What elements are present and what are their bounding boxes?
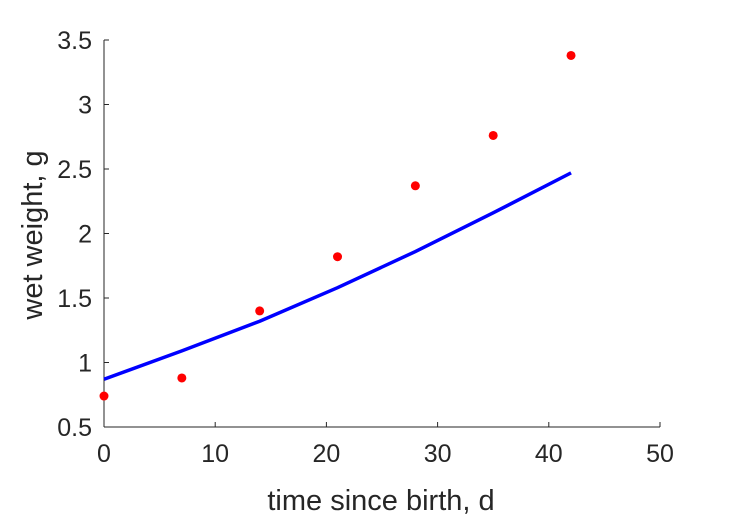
data-point	[488, 130, 498, 140]
data-point	[333, 252, 343, 262]
data-point	[566, 50, 576, 60]
x-axis-label: time since birth, d	[267, 485, 494, 517]
y-tick-label: 3	[78, 92, 92, 120]
x-tick-label: 10	[201, 440, 229, 468]
y-tick-label: 1.5	[57, 285, 92, 313]
x-axis-ticks: 0 10 20 30 40 50	[97, 422, 674, 468]
x-tick-label: 0	[97, 440, 111, 468]
x-tick-label: 40	[535, 440, 563, 468]
fit-curve	[103, 171, 572, 381]
y-axis-ticks: 0.5 1 1.5 2 2.5 3 3.5	[57, 27, 109, 442]
series-layer	[99, 50, 576, 401]
y-tick-label: 2	[78, 221, 92, 249]
x-tick-label: 20	[312, 440, 340, 468]
y-tick-label: 2.5	[57, 156, 92, 184]
y-tick-label: 3.5	[57, 27, 92, 55]
x-tick-label: 50	[646, 440, 674, 468]
data-point	[177, 373, 187, 383]
data-point	[255, 306, 265, 316]
y-tick-label: 1	[78, 350, 92, 378]
y-tick-label: 0.5	[57, 414, 92, 442]
data-point	[99, 391, 109, 401]
x-tick-label: 30	[424, 440, 452, 468]
axes	[103, 40, 660, 428]
data-point	[410, 181, 420, 191]
y-axis-label: wet weight, g	[17, 150, 49, 320]
